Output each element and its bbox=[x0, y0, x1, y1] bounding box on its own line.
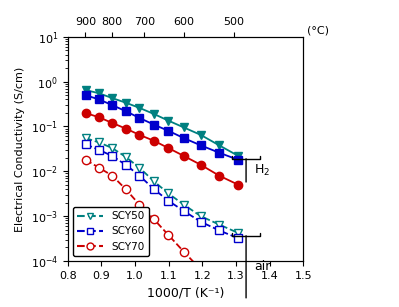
Legend: SCY50, SCY60, SCY70: SCY50, SCY60, SCY70 bbox=[73, 207, 149, 256]
Text: (°C): (°C) bbox=[307, 25, 330, 35]
Text: air: air bbox=[255, 260, 271, 273]
Y-axis label: Electrical Conductivity (S/cm): Electrical Conductivity (S/cm) bbox=[15, 66, 25, 231]
X-axis label: 1000/T (K⁻¹): 1000/T (K⁻¹) bbox=[147, 286, 224, 299]
Text: H$_2$: H$_2$ bbox=[255, 163, 271, 178]
